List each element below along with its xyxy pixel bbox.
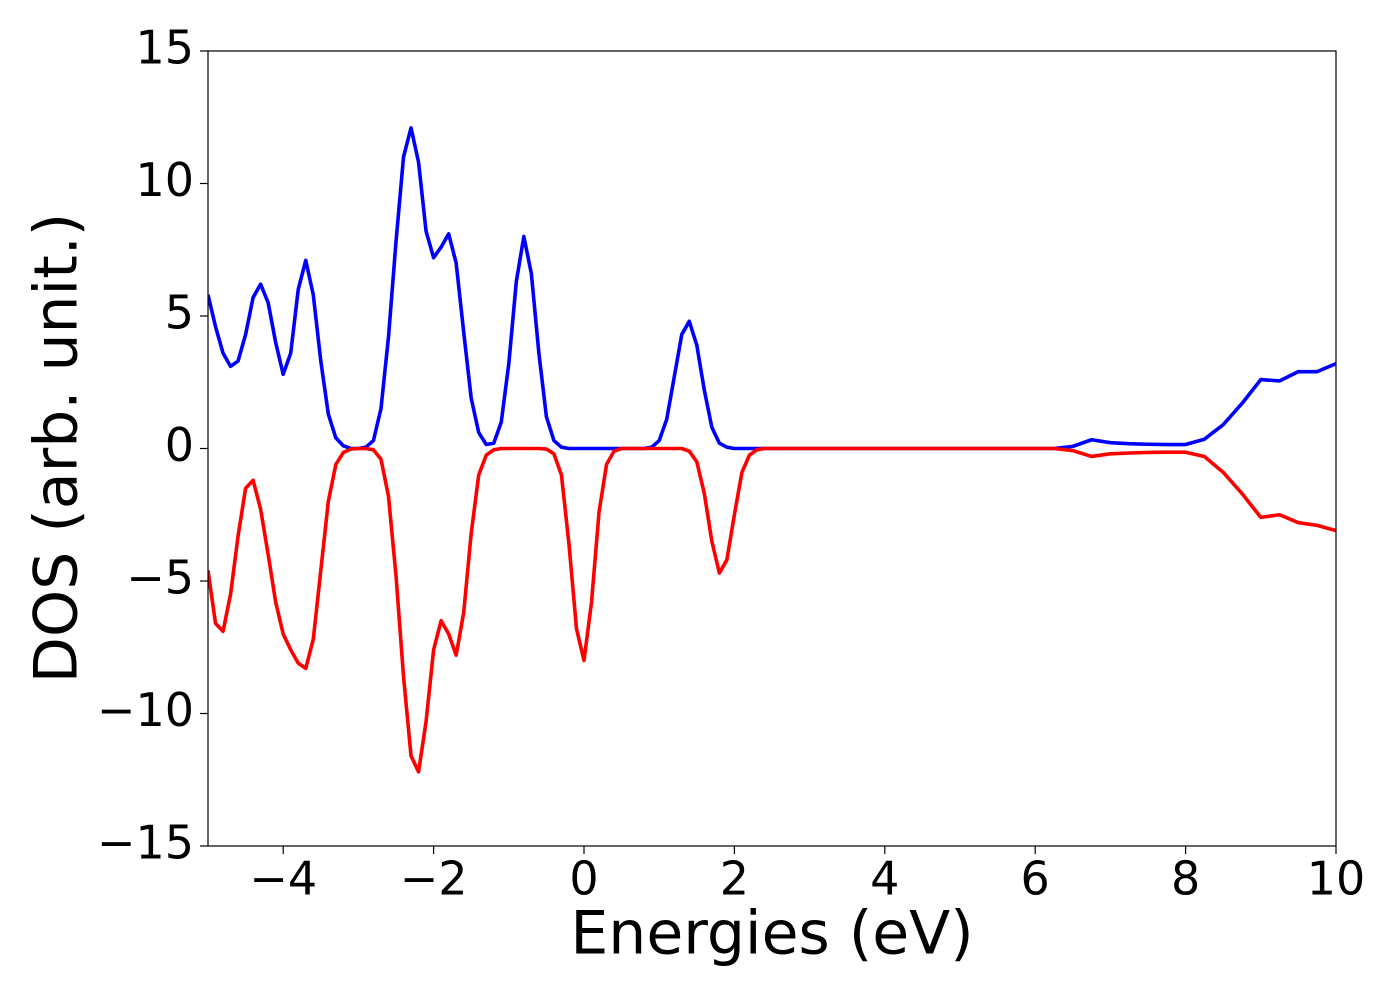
- plot-area: [208, 126, 1336, 774]
- x-tick-label: 2: [720, 852, 749, 906]
- x-tick-label: 4: [870, 852, 899, 906]
- y-tick-label: 10: [135, 153, 194, 207]
- series-line: [208, 126, 1336, 451]
- series-line: [208, 446, 1336, 774]
- y-tick-label: −10: [97, 683, 194, 737]
- x-tick-label: 0: [569, 852, 598, 906]
- y-axis-label: DOS (arb. unit.): [22, 213, 92, 683]
- x-tick-label: −4: [249, 852, 317, 906]
- y-tick-label: 15: [135, 21, 194, 75]
- y-tick-label: −15: [97, 816, 194, 870]
- x-tick-label: 10: [1307, 852, 1366, 906]
- y-tick-label: 0: [165, 418, 194, 472]
- y-tick-label: −5: [126, 551, 194, 605]
- x-axis-label: Energies (eV): [570, 899, 973, 969]
- x-tick-label: −2: [400, 852, 468, 906]
- y-tick-label: 5: [165, 286, 194, 340]
- x-tick-label: 6: [1021, 852, 1050, 906]
- x-tick-label: 8: [1171, 852, 1200, 906]
